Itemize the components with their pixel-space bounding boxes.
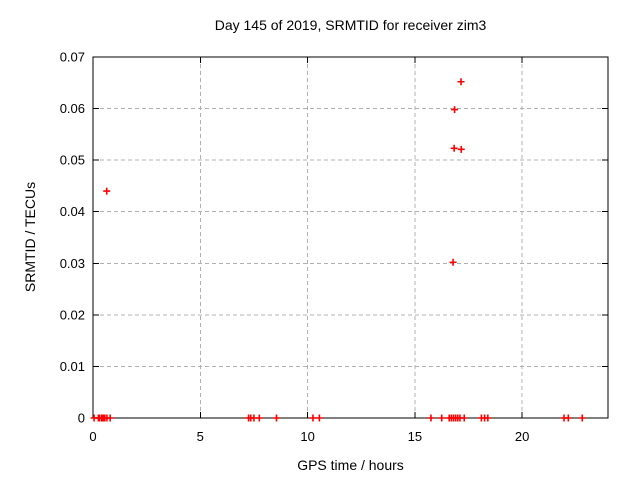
y-tick-label: 0.04 xyxy=(60,204,85,219)
data-point-marker xyxy=(315,414,323,422)
data-point-marker xyxy=(457,145,465,153)
data-point-marker xyxy=(103,187,111,195)
chart-title: Day 145 of 2019, SRMTID for receiver zim… xyxy=(214,17,487,33)
data-point-marker xyxy=(484,414,492,422)
data-point-marker xyxy=(460,414,468,422)
y-tick-label: 0 xyxy=(78,411,85,426)
data-point-marker xyxy=(450,144,458,152)
data-point-marker xyxy=(272,414,280,422)
data-point-marker xyxy=(578,414,586,422)
y-tick-label: 0.05 xyxy=(60,153,85,168)
data-point-marker xyxy=(106,414,114,422)
data-point-marker xyxy=(309,414,317,422)
x-tick-label: 15 xyxy=(408,429,422,444)
data-point-marker xyxy=(564,414,572,422)
y-tick-label: 0.07 xyxy=(60,50,85,65)
data-point-marker xyxy=(438,414,446,422)
plot-border xyxy=(92,56,609,419)
y-tick-label: 0.01 xyxy=(60,359,85,374)
data-point-marker xyxy=(255,414,263,422)
x-tick-label: 5 xyxy=(197,429,204,444)
x-tick-label: 20 xyxy=(515,429,529,444)
data-point-marker xyxy=(449,258,457,266)
y-tick-label: 0.06 xyxy=(60,101,85,116)
data-point-marker xyxy=(457,78,465,86)
data-point-marker xyxy=(451,106,459,114)
data-point-marker xyxy=(427,414,435,422)
x-tick-label: 10 xyxy=(300,429,314,444)
x-tick-label: 0 xyxy=(89,429,96,444)
x-axis-label: GPS time / hours xyxy=(297,457,404,473)
y-tick-label: 0.03 xyxy=(60,256,85,271)
y-tick-label: 0.02 xyxy=(60,307,85,322)
